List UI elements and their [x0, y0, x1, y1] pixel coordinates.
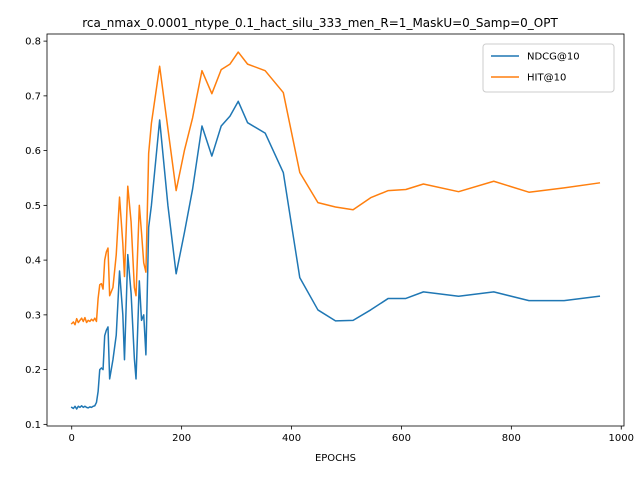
x-tick-label: 0: [69, 433, 75, 444]
axes-frame: [46, 33, 625, 427]
y-axis: 0.1 0.2 0.3 0.4 0.5 0.6 0.7 0.8: [25, 37, 47, 431]
y-tick-label: 0.5: [25, 201, 41, 212]
x-axis-title: EPOCHS: [315, 453, 356, 464]
y-tick-label: 0.7: [25, 91, 41, 102]
x-tick-label: 400: [282, 433, 301, 444]
series-line-ndcg-10: [70, 100, 601, 410]
y-tick-label: 0.3: [25, 310, 41, 321]
y-tick-label: 0.4: [25, 256, 41, 267]
legend-label: HIT@10: [527, 73, 566, 84]
legend-label: NDCG@10: [527, 52, 580, 63]
x-tick-label: 800: [502, 433, 521, 444]
x-tick-label: 1000: [609, 433, 634, 444]
series-line-hit-10: [70, 51, 601, 326]
y-tick-label: 0.6: [25, 146, 41, 157]
x-axis: 0 200 400 600 800 1000: [69, 426, 634, 444]
y-tick-label: 0.1: [25, 420, 41, 431]
y-tick-label: 0.8: [25, 37, 41, 48]
x-tick-label: 200: [172, 433, 191, 444]
x-tick-label: 600: [392, 433, 411, 444]
series-lines: [70, 51, 601, 410]
y-tick-label: 0.2: [25, 365, 41, 376]
legend: NDCG@10 HIT@10: [482, 43, 615, 93]
chart-title: rca_nmax_0.0001_ntype_0.1_hact_silu_333_…: [82, 16, 558, 30]
